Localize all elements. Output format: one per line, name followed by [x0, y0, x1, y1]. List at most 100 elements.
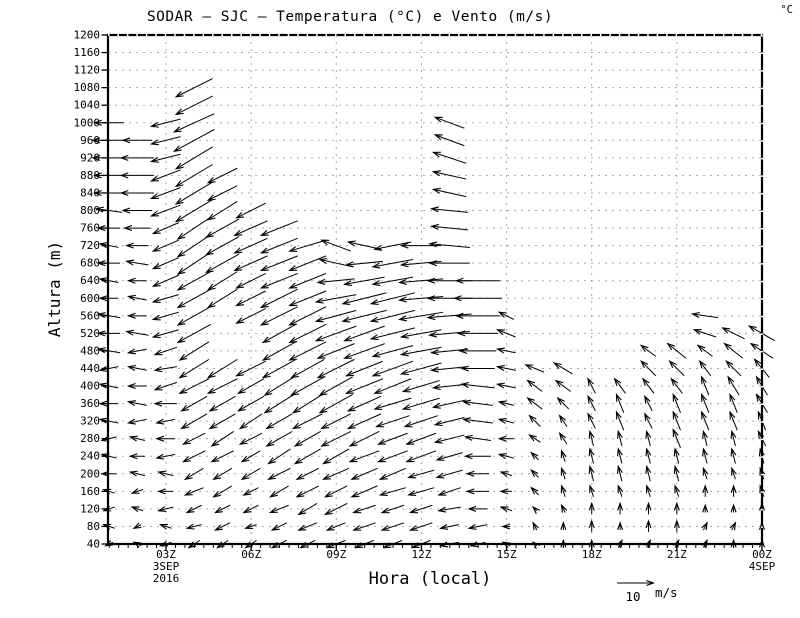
y-axis-title: Altura (m) — [45, 241, 64, 337]
wind-vector — [206, 358, 238, 379]
wind-vector — [439, 523, 460, 530]
wind-vector — [297, 522, 318, 531]
y-tick-label: 1200 — [74, 29, 101, 42]
y-tick-label: 1120 — [74, 64, 101, 77]
wind-vector — [556, 396, 570, 410]
wind-vector — [554, 379, 571, 392]
wind-vector — [206, 271, 238, 291]
wind-vector — [178, 341, 210, 361]
wind-vector — [397, 278, 444, 285]
wind-vector — [233, 255, 268, 272]
wind-vector — [376, 450, 408, 463]
wind-vector — [149, 204, 181, 217]
wind-vector — [692, 329, 717, 338]
wind-vector — [560, 503, 568, 513]
wind-scale-value: 10 — [625, 589, 640, 604]
wind-vector — [265, 430, 293, 447]
wind-vector — [617, 464, 623, 482]
wind-vector — [98, 277, 119, 284]
wind-vector — [314, 325, 357, 342]
wind-vector — [530, 468, 539, 478]
x-tick-label: 09Z — [326, 548, 346, 561]
wind-vector — [176, 216, 212, 240]
date-label: 4SEP — [749, 560, 776, 573]
wind-vector — [730, 429, 737, 447]
wind-vector — [236, 378, 265, 395]
wind-vector — [462, 399, 493, 406]
wind-vector — [378, 487, 406, 497]
plot-area: 40 80 120 160 200 240 280 320 360 400 440 480 520 560… — [74, 29, 776, 586]
y-tick-label: 200 — [80, 467, 100, 480]
wind-vector — [318, 376, 353, 396]
wind-vector — [98, 382, 119, 389]
wind-vector — [730, 447, 737, 464]
wind-vector — [729, 410, 738, 431]
wind-vector — [725, 360, 742, 377]
wind-vector — [212, 485, 233, 498]
x-tick-label: 06Z — [241, 548, 261, 561]
wind-vector — [645, 429, 652, 447]
wind-vector — [235, 308, 266, 324]
wind-vector — [185, 504, 202, 514]
wind-vector — [295, 467, 320, 480]
wind-vector — [341, 309, 387, 323]
wind-vector — [291, 413, 323, 430]
wind-vector — [401, 397, 440, 410]
wind-vector — [702, 447, 708, 464]
y-tick-label: 680 — [80, 257, 100, 270]
y-tick-label: 80 — [87, 520, 100, 533]
wind-vector — [259, 288, 298, 309]
wind-vector — [348, 450, 380, 463]
wind-vector — [267, 448, 291, 465]
wind-vector — [325, 522, 346, 531]
wind-vector — [132, 522, 142, 529]
wind-vector — [183, 487, 204, 496]
wind-vector — [153, 381, 178, 391]
y-tick-label: 240 — [80, 450, 100, 463]
wind-vector — [670, 377, 683, 394]
wind-vector — [369, 309, 416, 323]
wind-vector — [405, 432, 437, 445]
wind-vector — [495, 365, 516, 371]
wind-vector — [176, 306, 212, 326]
wind-vector — [429, 206, 469, 213]
wind-vector — [560, 449, 567, 462]
wind-vector — [242, 487, 259, 496]
wind-vector — [100, 453, 117, 460]
wind-vector — [259, 237, 298, 254]
wind-vector — [497, 400, 514, 407]
wind-vector — [128, 470, 146, 477]
wind-vector — [206, 288, 238, 309]
wind-vector — [242, 504, 259, 514]
wind-vector — [293, 430, 321, 447]
wind-vector — [702, 429, 708, 447]
wind-vector — [265, 413, 293, 430]
wind-vector — [645, 464, 652, 482]
wind-vector — [371, 344, 414, 358]
wind-vector — [288, 272, 327, 289]
wind-vector — [405, 450, 437, 463]
wind-vector — [690, 311, 719, 319]
wind-vector — [729, 392, 738, 413]
wind-vector — [151, 311, 179, 321]
x-tick-label: 03Z — [156, 548, 176, 561]
wind-vector — [244, 523, 257, 529]
wind-vector — [587, 394, 596, 412]
wind-vector — [673, 464, 680, 482]
wind-vector — [178, 358, 210, 379]
wind-vector — [98, 242, 119, 249]
date-label: 2016 — [153, 572, 180, 585]
wind-vector — [263, 394, 295, 414]
wind-vector — [407, 469, 435, 479]
wind-vector — [588, 464, 595, 482]
wind-vector — [408, 522, 433, 531]
x-tick-label: 21Z — [667, 548, 687, 561]
x-tick-label: 12Z — [411, 548, 431, 561]
wind-vector — [397, 311, 444, 322]
wind-vector — [615, 410, 625, 431]
wind-vector — [700, 375, 710, 396]
wind-vector — [126, 365, 147, 371]
wind-vector — [291, 394, 323, 414]
wind-vector — [235, 360, 266, 377]
x-tick-label: 00Z — [752, 548, 772, 561]
